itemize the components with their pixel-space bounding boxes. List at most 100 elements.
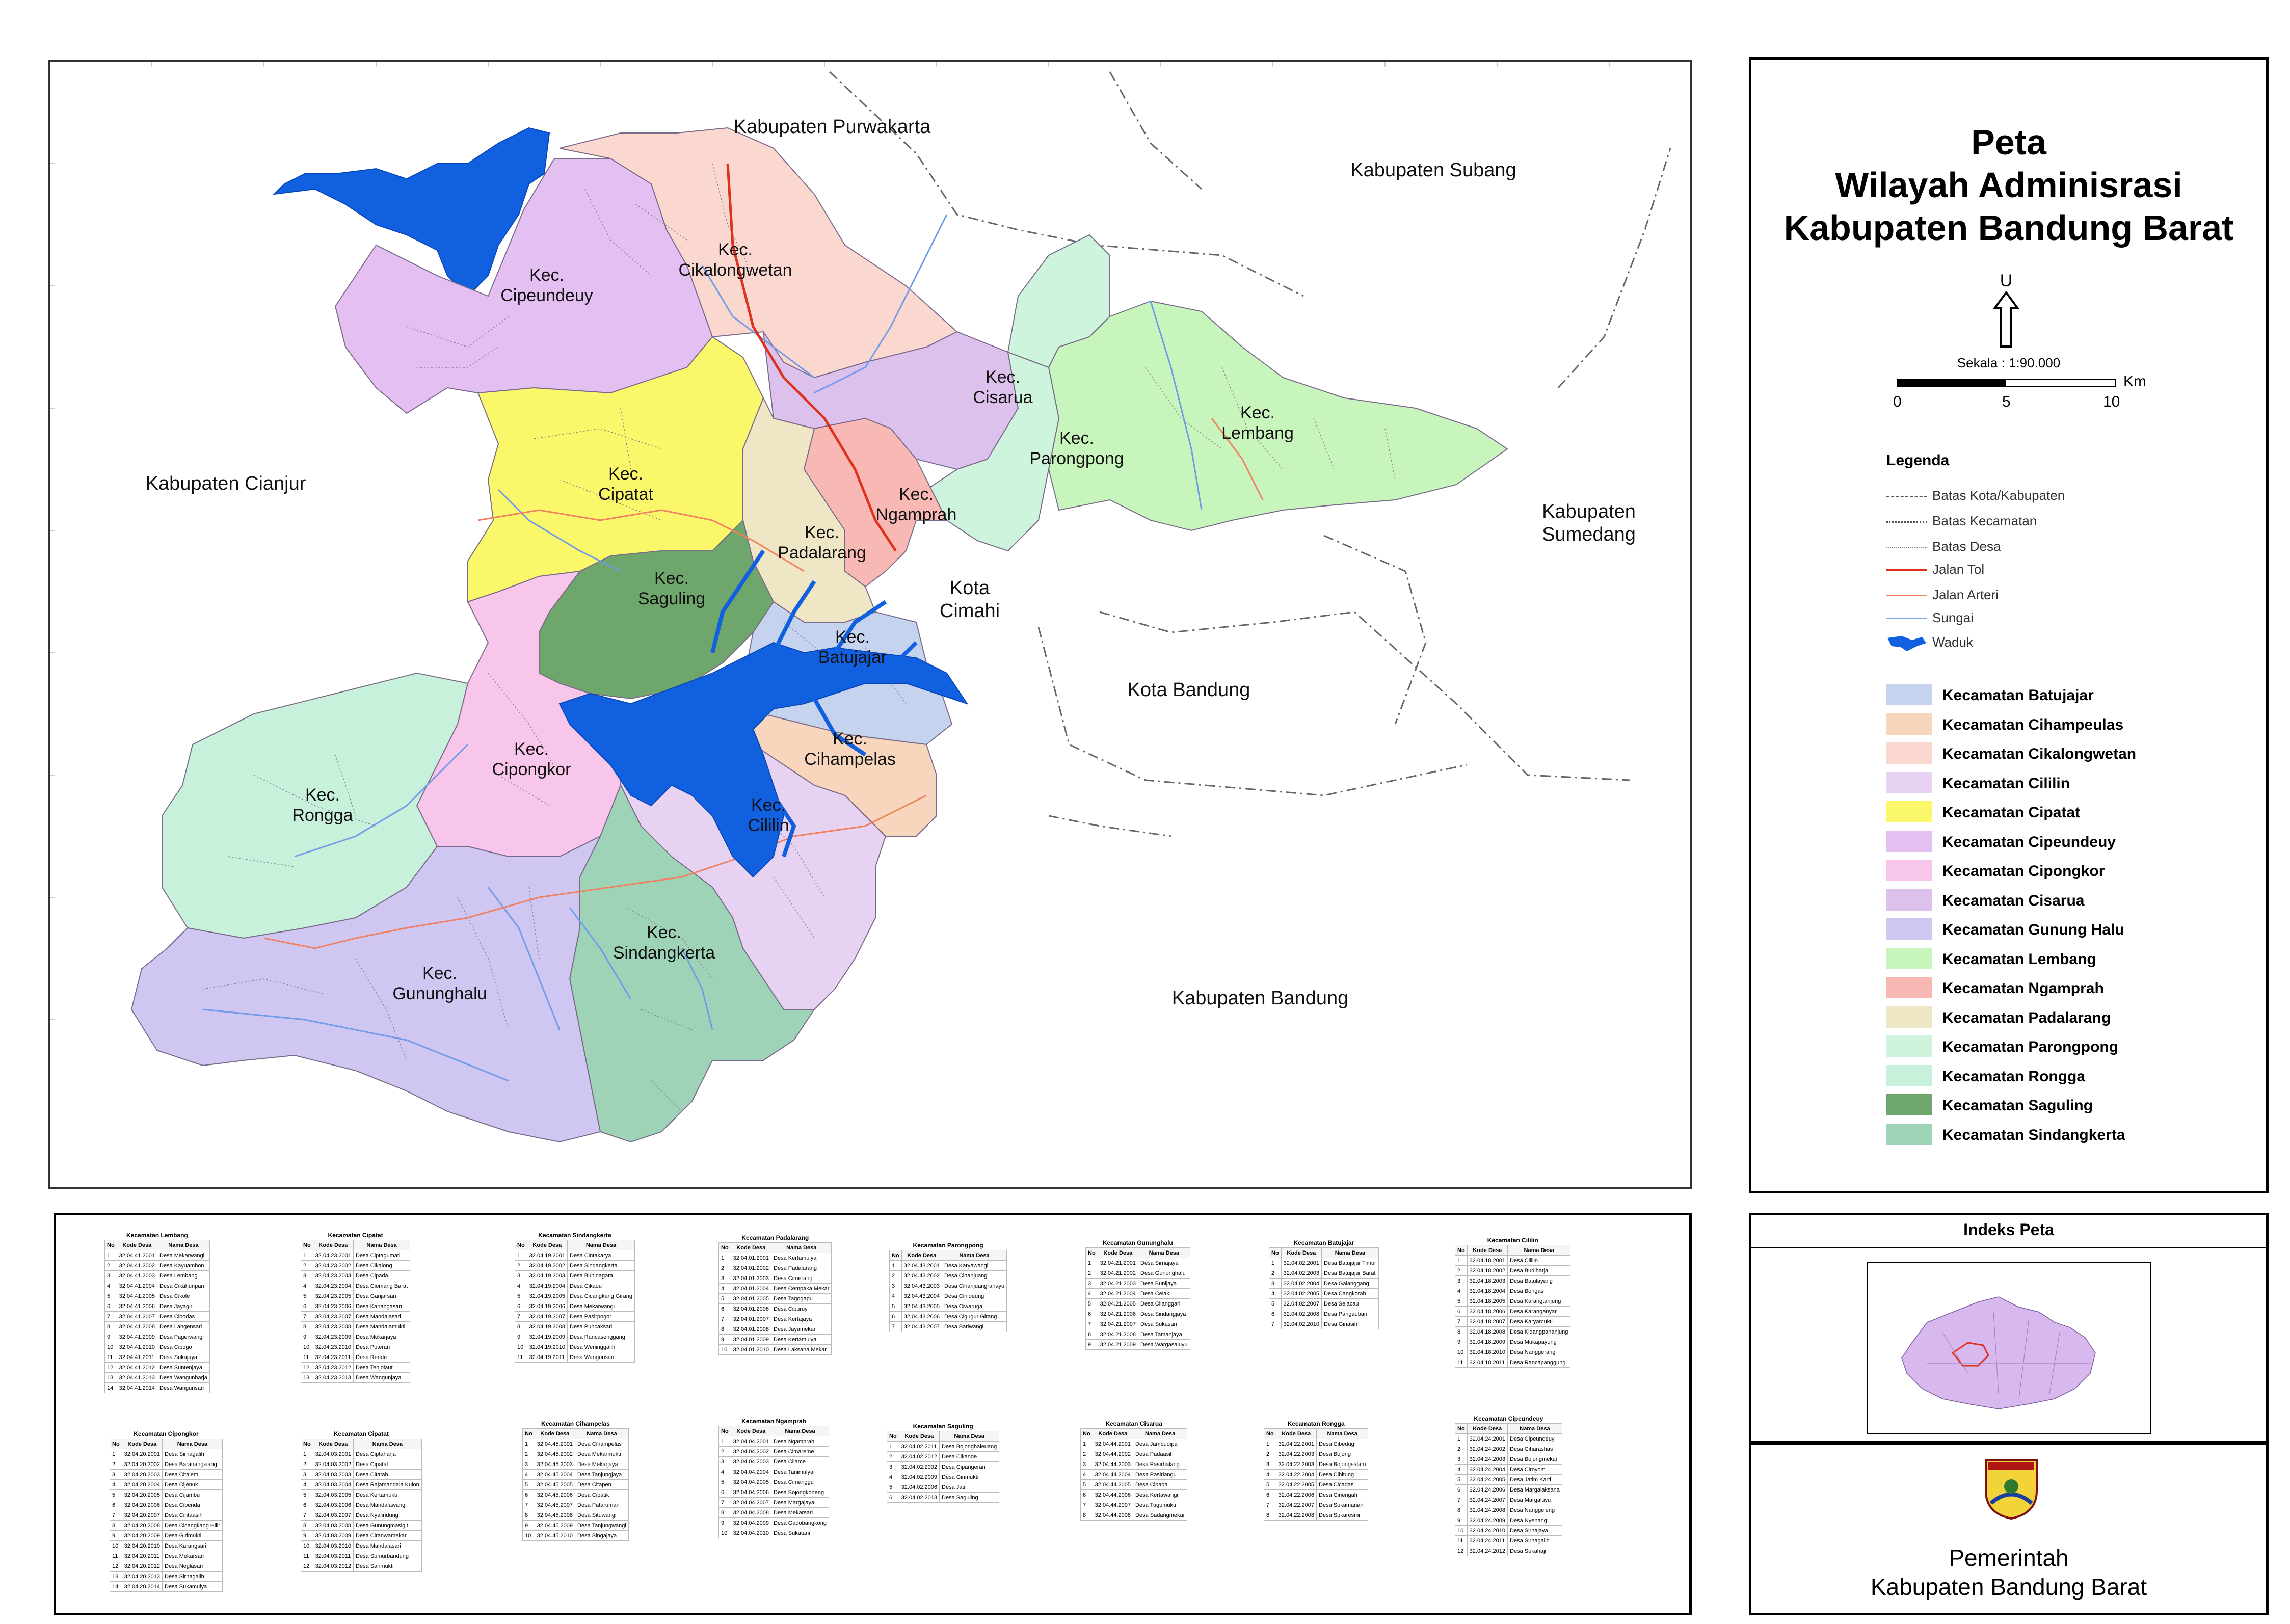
map-canvas[interactable]: Kabupaten Purwakarta Kabupaten Subang Ka… bbox=[50, 62, 1690, 1187]
table-cell: 6 bbox=[110, 1500, 122, 1510]
table-cell: 13 bbox=[301, 1372, 313, 1383]
table-cell: 32.04.01.2004 bbox=[730, 1283, 772, 1294]
legend-line-waduk: Waduk bbox=[1886, 633, 1973, 653]
table-cell: 8 bbox=[1080, 1510, 1093, 1521]
table-cell: 32.04.19.2008 bbox=[526, 1321, 568, 1332]
table-cell: Desa Kidangpananjung bbox=[1507, 1326, 1571, 1337]
table-row: 4 32.04.23.2004 Desa Ciomang Barat bbox=[301, 1281, 411, 1291]
legend-swatch bbox=[1886, 742, 1932, 764]
table-cell: 3 bbox=[522, 1459, 535, 1470]
legend-kecamatan-6: Kecamatan Cipeundeuy bbox=[1886, 830, 2243, 852]
table-row: 5 32.04.02.2006 Desa Jati bbox=[887, 1482, 1000, 1493]
table-cell: 32.04.03.2009 bbox=[312, 1530, 354, 1541]
table-header: Nama Desa bbox=[353, 1240, 411, 1250]
table-cell: 8 bbox=[301, 1520, 313, 1531]
table-cell: Desa Puncaksari bbox=[567, 1321, 635, 1332]
table-cell: 32.04.03.2007 bbox=[312, 1510, 354, 1521]
table-cell: 6 bbox=[1080, 1489, 1093, 1500]
table-cell: 32.04.24.2007 bbox=[1467, 1495, 1508, 1505]
desa-table-cipongkor: Kecamatan Cipongkor No Kode Desa Nama Desa 1… bbox=[110, 1429, 223, 1592]
table-cell: 32.04.03.2012 bbox=[312, 1561, 354, 1572]
table-row: 5 32.04.45.2005 Desa Citapen bbox=[522, 1479, 629, 1490]
table-cell: 13 bbox=[104, 1372, 117, 1383]
table-cell: 32.04.18.2003 bbox=[1467, 1275, 1508, 1286]
legend-kecamatan-label: Kecamatan Lembang bbox=[1942, 950, 2096, 968]
table-cell: 32.04.04.2005 bbox=[730, 1477, 772, 1487]
table-cell: Desa Rende bbox=[353, 1352, 411, 1363]
legend-kecamatan-label: Kecamatan Cililin bbox=[1942, 775, 2070, 792]
legend-panel: Peta Wilayah Adminisrasi Kabupaten Bandu… bbox=[1749, 57, 2269, 1193]
table-cell: Desa Ciwaruga bbox=[942, 1301, 1007, 1312]
scale-tick-0: 0 bbox=[1893, 393, 1902, 410]
table-cell: 32.04.24.2008 bbox=[1467, 1505, 1508, 1515]
table-row: 5 32.04.23.2005 Desa Ganjarsari bbox=[301, 1291, 411, 1301]
table-cell: Desa Padalarang bbox=[771, 1263, 832, 1273]
table-cell: Desa Selacau bbox=[1321, 1298, 1379, 1309]
table-cell: 32.04.45.2007 bbox=[534, 1500, 576, 1510]
legend-swatch bbox=[1886, 889, 1932, 911]
desa-table-cipeundeuy: Kecamatan Cipeundeuy No Kode Desa Nama Desa… bbox=[1455, 1414, 1562, 1556]
waduk-icon bbox=[1887, 636, 1926, 651]
table-cell: 7 bbox=[110, 1510, 122, 1521]
table-cell: Desa Cicangkang Girang bbox=[567, 1291, 635, 1301]
table-cell: Desa Tanjungjaya bbox=[575, 1469, 629, 1480]
table-cell: Desa Margalaksana bbox=[1507, 1484, 1562, 1495]
table-cell: 32.04.41.2005 bbox=[116, 1291, 158, 1301]
table-cell: 32.04.02.2002 bbox=[898, 1461, 940, 1472]
table-cell: 32.04.43.2004 bbox=[901, 1291, 943, 1301]
legend-swatch bbox=[1886, 1094, 1932, 1115]
table-cell: 32.04.20.2012 bbox=[121, 1561, 163, 1572]
kec-label-rongga-1: Kec. bbox=[305, 785, 340, 805]
table-row: 11 32.04.23.2011 Desa Rende bbox=[301, 1352, 411, 1363]
table-cell: Desa Cilanggari bbox=[1138, 1298, 1190, 1309]
table-row: 8 32.04.45.2008 Desa Situwangi bbox=[522, 1510, 629, 1521]
area-lembang[interactable] bbox=[1048, 300, 1508, 531]
table-cell: 32.04.45.2003 bbox=[534, 1459, 576, 1470]
table-cell: 5 bbox=[1455, 1474, 1468, 1485]
table-row: 11 32.04.20.2011 Desa Mekarsari bbox=[110, 1551, 223, 1561]
table-cell: 32.04.41.2004 bbox=[116, 1281, 158, 1291]
table-row: 6 32.04.24.2006 Desa Margalaksana bbox=[1455, 1484, 1562, 1495]
label-cimahi-2: Cimahi bbox=[940, 600, 1000, 622]
table-cell: 10 bbox=[1455, 1347, 1468, 1357]
table-cell: 32.04.44.2006 bbox=[1092, 1489, 1134, 1500]
table-cell: 2 bbox=[1264, 1449, 1276, 1459]
kec-label-parongpong-1: Kec. bbox=[1059, 429, 1094, 448]
desa-table-rongga: Kecamatan Rongga No Kode Desa Nama Desa 1 32.… bbox=[1264, 1419, 1369, 1521]
legend-title: Legenda bbox=[1886, 452, 1950, 469]
table-cell: 5 bbox=[301, 1291, 313, 1301]
table-cell: Desa Sukatani bbox=[771, 1528, 829, 1538]
table-cell: Desa Wargasaluyu bbox=[1138, 1339, 1190, 1350]
table-cell: 32.04.18.2002 bbox=[1467, 1265, 1508, 1276]
label-kota-bandung: Kota Bandung bbox=[1128, 679, 1250, 701]
table-title: Kecamatan Gununghalu bbox=[1102, 1239, 1173, 1246]
desa-table-sindangkerta: Kecamatan Sindangkerta No Kode Desa Nama De… bbox=[515, 1231, 635, 1363]
table-cell: 1 bbox=[887, 1441, 899, 1452]
table-row: 6 32.04.02.2013 Desa Saguling bbox=[887, 1492, 1000, 1503]
index-province bbox=[1901, 1296, 2096, 1409]
table-cell: 9 bbox=[301, 1332, 313, 1342]
table-cell: Desa Ngamprah bbox=[771, 1436, 829, 1447]
label-purwakarta: Kabupaten Purwakarta bbox=[734, 116, 931, 138]
table-header: Nama Desa bbox=[353, 1439, 422, 1449]
reservoir-north bbox=[273, 127, 550, 297]
legend-line-batas-kecamatan: Batas Kecamatan bbox=[1886, 513, 2037, 529]
table-cell: 9 bbox=[522, 1520, 535, 1531]
table-cell: 32.04.03.2010 bbox=[312, 1540, 354, 1551]
table-cell: 32.04.18.2009 bbox=[1467, 1337, 1508, 1347]
table-cell: 32.04.02.2010 bbox=[1281, 1319, 1322, 1329]
table-cell: 7 bbox=[1269, 1319, 1282, 1329]
table-cell: Desa Sukamulya bbox=[162, 1581, 223, 1592]
table-cell: Desa Cibodas bbox=[157, 1311, 210, 1322]
table-cell: 6 bbox=[1455, 1484, 1468, 1495]
table-row: 4 32.04.21.2004 Desa Celak bbox=[1085, 1288, 1190, 1299]
table-cell: 8 bbox=[1085, 1329, 1098, 1340]
table-cell: 1 bbox=[718, 1436, 731, 1447]
legend-swatch bbox=[1886, 713, 1932, 735]
table-row: 8 32.04.23.2008 Desa Mandalamukti bbox=[301, 1321, 411, 1332]
table-cell: 32.04.03.2006 bbox=[312, 1500, 354, 1510]
kec-label-cililin-2: Cililin bbox=[748, 816, 789, 835]
table-cell: 32.04.04.2007 bbox=[730, 1497, 772, 1508]
table-cell: 32.04.01.2005 bbox=[730, 1293, 772, 1304]
table-cell: Desa Sukasari bbox=[1138, 1319, 1190, 1329]
